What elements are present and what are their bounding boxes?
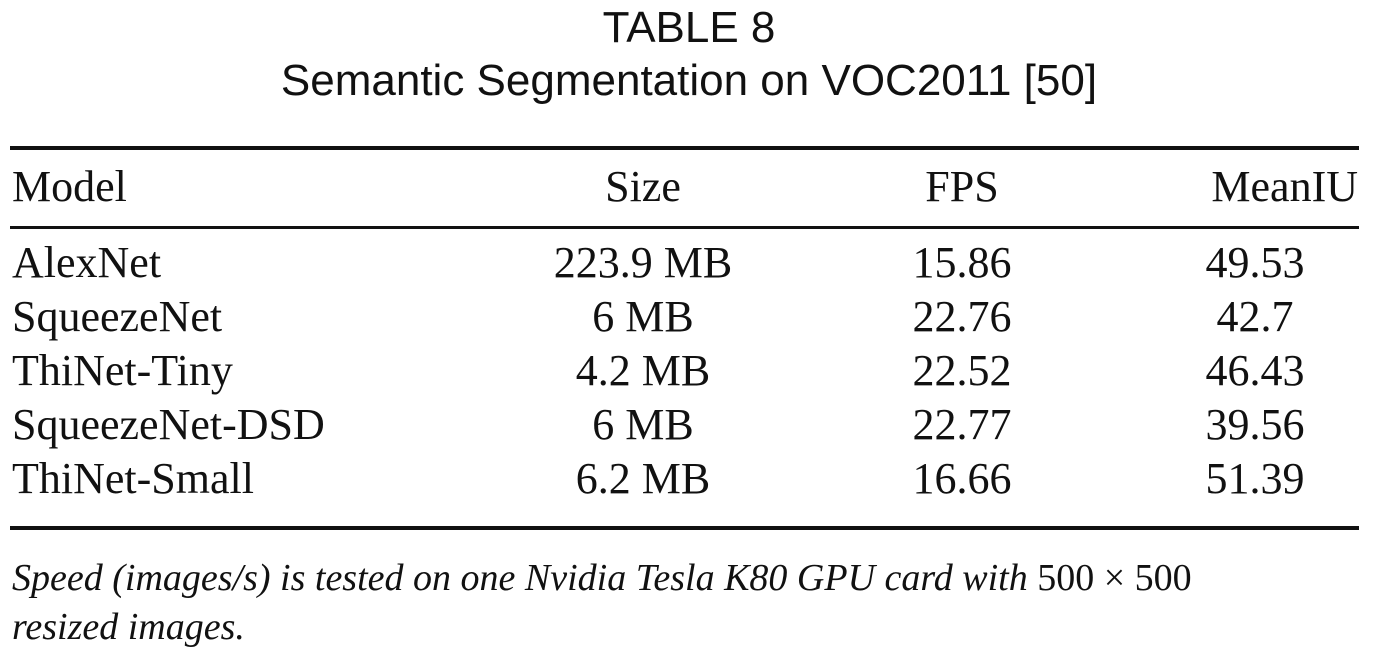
cell-meaniu: 46.43 xyxy=(1205,346,1305,395)
header-size: Size xyxy=(605,162,681,211)
footnote-text: Speed (images/s) is tested on one Nvidia… xyxy=(12,557,1038,599)
footnote-resolution: 500 × 500 xyxy=(1037,557,1192,599)
cell-meaniu: 39.56 xyxy=(1205,400,1305,449)
cell-size: 6 MB xyxy=(592,292,694,341)
cell-model: ThiNet-Tiny xyxy=(12,346,233,395)
footnote-text-end: resized images. xyxy=(12,606,245,648)
table-title: Semantic Segmentation on VOC2011 [50] xyxy=(280,56,1098,105)
top-rule xyxy=(10,146,1359,150)
cell-meaniu: 42.7 xyxy=(1216,292,1294,341)
table-label: TABLE 8 xyxy=(602,3,776,52)
table-footnote-continued: resized images. xyxy=(12,604,1362,650)
cell-fps: 16.66 xyxy=(912,454,1012,503)
cell-fps: 22.52 xyxy=(912,346,1012,395)
cell-model: ThiNet-Small xyxy=(12,454,254,503)
cell-size: 6.2 MB xyxy=(575,454,711,503)
cell-model: SqueezeNet-DSD xyxy=(12,400,325,449)
cell-model: SqueezeNet xyxy=(12,292,223,341)
cell-meaniu: 49.53 xyxy=(1205,238,1305,287)
cell-model: AlexNet xyxy=(12,238,162,287)
cell-fps: 22.77 xyxy=(912,400,1012,449)
cell-fps: 22.76 xyxy=(912,292,1012,341)
bottom-rule xyxy=(10,526,1359,530)
header-model: Model xyxy=(12,162,127,211)
header-fps: FPS xyxy=(925,162,999,211)
cell-size: 6 MB xyxy=(592,400,694,449)
cell-meaniu: 51.39 xyxy=(1205,454,1305,503)
header-meaniu: MeanIU xyxy=(1211,162,1358,211)
cell-size: 223.9 MB xyxy=(553,238,733,287)
cell-fps: 15.86 xyxy=(912,238,1012,287)
cell-size: 4.2 MB xyxy=(575,346,711,395)
header-rule xyxy=(10,226,1359,229)
table-footnote: Speed (images/s) is tested on one Nvidia… xyxy=(12,555,1362,601)
